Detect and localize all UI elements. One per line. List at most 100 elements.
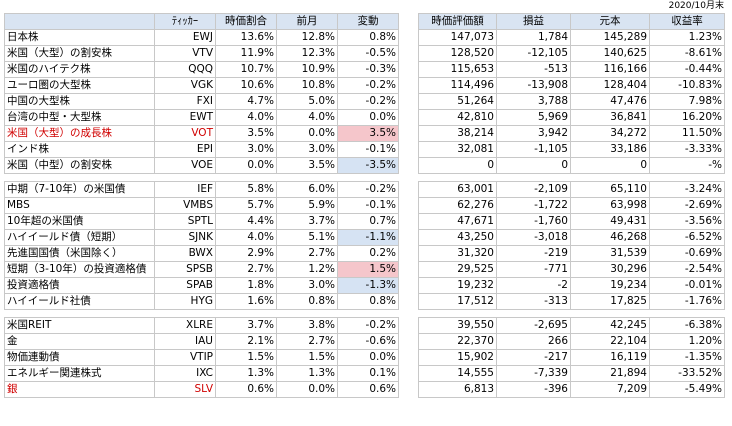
holding-row: 短期（3-10年）の投資適格債 SPSB 2.7% 1.2% 1.5%	[4, 261, 399, 278]
holding-ticker: FXI	[154, 93, 216, 110]
holding-ratio: 2.7%	[215, 261, 277, 278]
valuation-row: 42,810 5,969 36,841 16.20%	[418, 109, 725, 126]
holding-row: 米国（大型）の割安株 VTV 11.9% 12.3% -0.5%	[4, 45, 399, 62]
holding-pl: -2,109	[496, 181, 571, 198]
holding-principal: 0	[570, 157, 650, 174]
holding-principal: 22,104	[570, 333, 650, 350]
holding-row: ハイイールド社債 HYG 1.6% 0.8% 0.8%	[4, 293, 399, 310]
holding-change: 1.5%	[337, 261, 399, 278]
holding-change: -1.3%	[337, 277, 399, 294]
holding-value: 128,520	[418, 45, 497, 62]
group-separator	[418, 309, 725, 318]
holding-yield: -3.24%	[649, 181, 725, 198]
holding-change: -3.5%	[337, 157, 399, 174]
holding-prev-ratio: 0.0%	[276, 381, 338, 398]
holding-prev-ratio: 3.0%	[276, 141, 338, 158]
holding-pl: -2,695	[496, 317, 571, 334]
holding-principal: 65,110	[570, 181, 650, 198]
holding-name: エネルギー関連株式	[4, 365, 155, 382]
allocation-header-row: ﾃｨｯｶｰ 時価割合 前月 変動	[4, 13, 399, 30]
holding-ratio: 2.1%	[215, 333, 277, 350]
holding-principal: 63,998	[570, 197, 650, 214]
holding-row: 中期（7-10年）の米国債 IEF 5.8% 6.0% -0.2%	[4, 181, 399, 198]
holding-principal: 7,209	[570, 381, 650, 398]
valuation-row: 29,525 -771 30,296 -2.54%	[418, 261, 725, 278]
holding-principal: 128,404	[570, 77, 650, 94]
holding-pl: 5,969	[496, 109, 571, 126]
holding-change: -0.3%	[337, 61, 399, 78]
holding-change: 0.8%	[337, 29, 399, 46]
holding-prev-ratio: 1.3%	[276, 365, 338, 382]
holding-ticker: EWJ	[154, 29, 216, 46]
allocation-table: ﾃｨｯｶｰ 時価割合 前月 変動 日本株 EWJ 13.6% 12.8% 0.8% 米国（…	[4, 13, 399, 398]
valuation-table: 時価評価額 損益 元本 収益率 147,073 1,784 145,289 1.23%…	[418, 13, 725, 398]
holding-pl: 3,942	[496, 125, 571, 142]
holding-pl: -313	[496, 293, 571, 310]
holding-principal: 19,234	[570, 277, 650, 294]
holding-value: 19,232	[418, 277, 497, 294]
holding-prev-ratio: 10.8%	[276, 77, 338, 94]
holding-prev-ratio: 0.0%	[276, 125, 338, 142]
holding-value: 15,902	[418, 349, 497, 366]
holding-ticker: EPI	[154, 141, 216, 158]
holding-name: 金	[4, 333, 155, 350]
holding-value: 115,653	[418, 61, 497, 78]
holding-principal: 116,166	[570, 61, 650, 78]
group-separator	[418, 173, 725, 182]
holding-ratio: 13.6%	[215, 29, 277, 46]
group-separator	[4, 173, 399, 182]
holding-name: 日本株	[4, 29, 155, 46]
holding-yield: 1.20%	[649, 333, 725, 350]
holding-change: 0.0%	[337, 109, 399, 126]
group-separator	[4, 309, 399, 318]
holding-name: ハイイールド債（短期）	[4, 229, 155, 246]
holding-change: 0.0%	[337, 349, 399, 366]
holding-principal: 49,431	[570, 213, 650, 230]
holding-value: 42,810	[418, 109, 497, 126]
holding-ratio: 0.0%	[215, 157, 277, 174]
holding-change: 0.8%	[337, 293, 399, 310]
header-change: 変動	[337, 13, 399, 30]
valuation-row: 39,550 -2,695 42,245 -6.38%	[418, 317, 725, 334]
holding-change: -0.2%	[337, 181, 399, 198]
holding-value: 31,320	[418, 245, 497, 262]
holding-yield: -3.56%	[649, 213, 725, 230]
valuation-row: 62,276 -1,722 63,998 -2.69%	[418, 197, 725, 214]
holding-ratio: 3.7%	[215, 317, 277, 334]
holding-yield: 1.23%	[649, 29, 725, 46]
holding-ratio: 1.6%	[215, 293, 277, 310]
header-yield: 収益率	[649, 13, 725, 30]
holding-prev-ratio: 3.5%	[276, 157, 338, 174]
holding-yield: -2.54%	[649, 261, 725, 278]
holding-prev-ratio: 2.7%	[276, 245, 338, 262]
holding-prev-ratio: 2.7%	[276, 333, 338, 350]
holding-pl: 0	[496, 157, 571, 174]
holding-principal: 34,272	[570, 125, 650, 142]
valuation-row: 63,001 -2,109 65,110 -3.24%	[418, 181, 725, 198]
holding-name: 物価連動債	[4, 349, 155, 366]
holding-row: 10年超の米国債 SPTL 4.4% 3.7% 0.7%	[4, 213, 399, 230]
holding-prev-ratio: 4.0%	[276, 109, 338, 126]
holding-row: MBS VMBS 5.7% 5.9% -0.1%	[4, 197, 399, 214]
holding-value: 17,512	[418, 293, 497, 310]
holding-pl: -13,908	[496, 77, 571, 94]
holding-principal: 17,825	[570, 293, 650, 310]
holding-ticker: SPTL	[154, 213, 216, 230]
holding-ratio: 5.7%	[215, 197, 277, 214]
header-ratio: 時価割合	[215, 13, 277, 30]
holding-prev-ratio: 1.2%	[276, 261, 338, 278]
holding-name: インド株	[4, 141, 155, 158]
holding-principal: 47,476	[570, 93, 650, 110]
holding-ratio: 3.0%	[215, 141, 277, 158]
holding-prev-ratio: 3.0%	[276, 277, 338, 294]
holding-row: 中国の大型株 FXI 4.7% 5.0% -0.2%	[4, 93, 399, 110]
holding-value: 0	[418, 157, 497, 174]
holding-pl: -12,105	[496, 45, 571, 62]
holding-pl: -219	[496, 245, 571, 262]
valuation-row: 114,496 -13,908 128,404 -10.83%	[418, 77, 725, 94]
holding-yield: -6.52%	[649, 229, 725, 246]
holding-prev-ratio: 6.0%	[276, 181, 338, 198]
holding-ticker: XLRE	[154, 317, 216, 334]
valuation-row: 31,320 -219 31,539 -0.69%	[418, 245, 725, 262]
header-ticker: ﾃｨｯｶｰ	[154, 13, 216, 30]
